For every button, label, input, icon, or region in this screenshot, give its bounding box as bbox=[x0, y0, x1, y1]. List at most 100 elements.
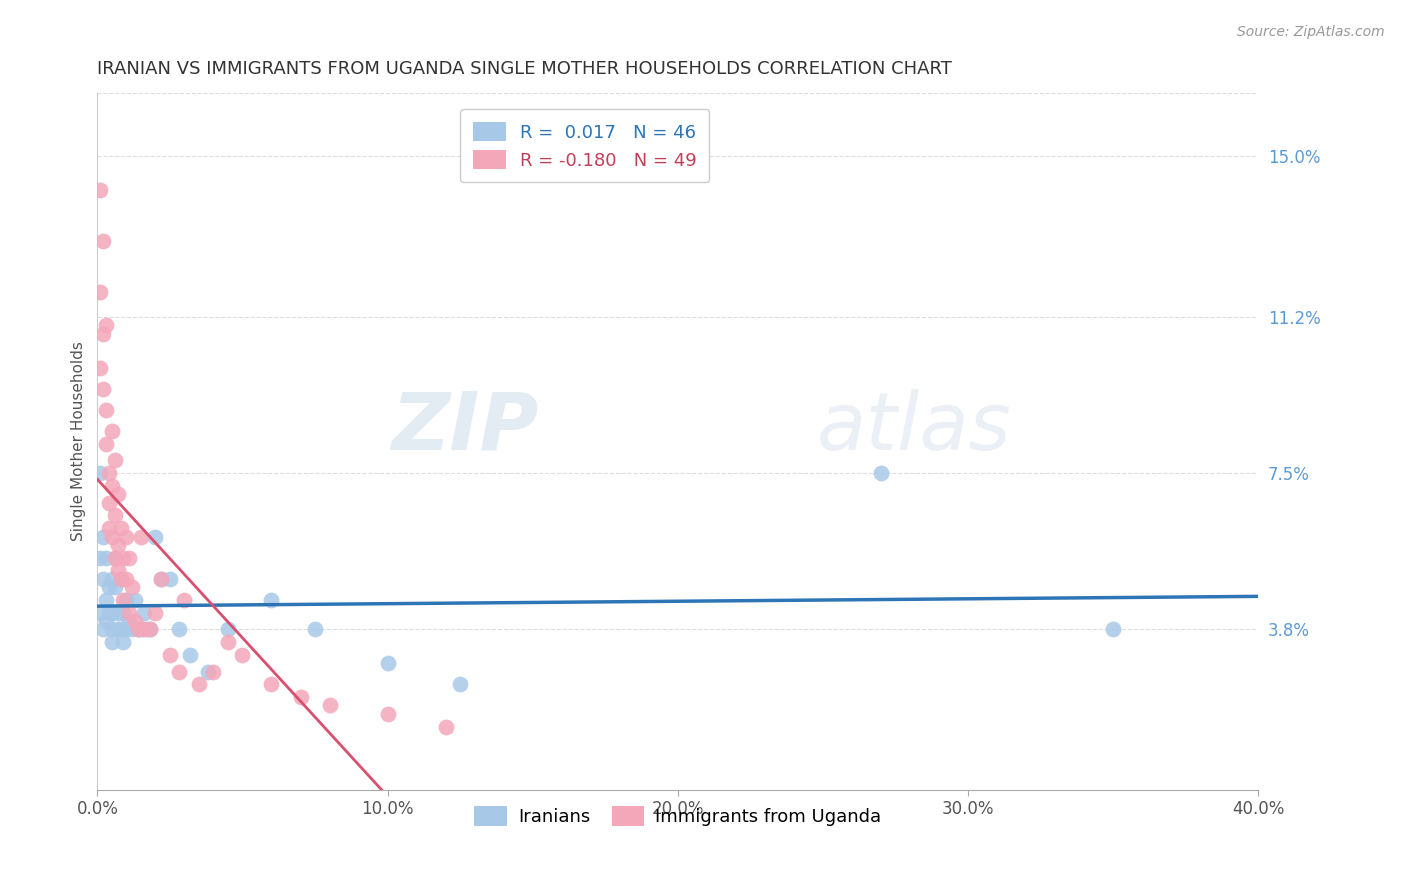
Point bbox=[89, 606, 111, 620]
Point bbox=[129, 623, 152, 637]
Point bbox=[104, 580, 127, 594]
Point bbox=[115, 623, 138, 637]
Point bbox=[94, 614, 117, 628]
Text: Source: ZipAtlas.com: Source: ZipAtlas.com bbox=[1237, 25, 1385, 39]
Point bbox=[101, 424, 124, 438]
Point bbox=[159, 648, 181, 662]
Point bbox=[124, 592, 146, 607]
Point bbox=[91, 234, 114, 248]
Point bbox=[118, 550, 141, 565]
Point bbox=[94, 402, 117, 417]
Text: ZIP: ZIP bbox=[391, 389, 538, 467]
Point bbox=[870, 466, 893, 480]
Point bbox=[107, 606, 129, 620]
Text: atlas: atlas bbox=[817, 389, 1012, 467]
Point bbox=[91, 572, 114, 586]
Point bbox=[260, 677, 283, 691]
Point bbox=[104, 508, 127, 523]
Point bbox=[91, 529, 114, 543]
Point bbox=[94, 592, 117, 607]
Point bbox=[260, 592, 283, 607]
Point bbox=[110, 623, 132, 637]
Point bbox=[97, 521, 120, 535]
Point bbox=[97, 606, 120, 620]
Point bbox=[101, 606, 124, 620]
Point bbox=[91, 326, 114, 341]
Point bbox=[173, 592, 195, 607]
Point bbox=[167, 665, 190, 679]
Point bbox=[145, 529, 167, 543]
Point bbox=[110, 572, 132, 586]
Point bbox=[127, 623, 149, 637]
Point bbox=[107, 623, 129, 637]
Point bbox=[150, 572, 173, 586]
Point bbox=[107, 563, 129, 577]
Point bbox=[129, 529, 152, 543]
Point bbox=[132, 606, 155, 620]
Point bbox=[121, 580, 143, 594]
Point bbox=[449, 677, 471, 691]
Point bbox=[104, 453, 127, 467]
Point bbox=[217, 623, 239, 637]
Point bbox=[202, 665, 225, 679]
Point bbox=[94, 318, 117, 333]
Point bbox=[187, 677, 209, 691]
Point bbox=[304, 623, 326, 637]
Point bbox=[115, 529, 138, 543]
Point bbox=[91, 623, 114, 637]
Point bbox=[377, 657, 399, 671]
Point bbox=[89, 285, 111, 299]
Point bbox=[112, 550, 135, 565]
Point bbox=[318, 698, 340, 713]
Point bbox=[145, 606, 167, 620]
Point bbox=[127, 623, 149, 637]
Point bbox=[89, 183, 111, 197]
Legend: Iranians, Immigrants from Uganda: Iranians, Immigrants from Uganda bbox=[467, 799, 889, 833]
Point bbox=[112, 606, 135, 620]
Point bbox=[118, 606, 141, 620]
Point bbox=[290, 690, 312, 704]
Point bbox=[138, 623, 160, 637]
Point bbox=[101, 635, 124, 649]
Y-axis label: Single Mother Households: Single Mother Households bbox=[72, 342, 86, 541]
Point bbox=[91, 382, 114, 396]
Point bbox=[112, 635, 135, 649]
Point bbox=[115, 592, 138, 607]
Point bbox=[89, 550, 111, 565]
Point bbox=[101, 479, 124, 493]
Point bbox=[121, 623, 143, 637]
Point bbox=[434, 720, 457, 734]
Point bbox=[1102, 623, 1125, 637]
Point bbox=[150, 572, 173, 586]
Point bbox=[132, 623, 155, 637]
Point bbox=[97, 496, 120, 510]
Point bbox=[101, 572, 124, 586]
Point bbox=[104, 550, 127, 565]
Point bbox=[124, 614, 146, 628]
Point bbox=[112, 592, 135, 607]
Point bbox=[110, 521, 132, 535]
Text: IRANIAN VS IMMIGRANTS FROM UGANDA SINGLE MOTHER HOUSEHOLDS CORRELATION CHART: IRANIAN VS IMMIGRANTS FROM UGANDA SINGLE… bbox=[97, 60, 952, 78]
Point bbox=[231, 648, 253, 662]
Point bbox=[94, 436, 117, 450]
Point bbox=[179, 648, 201, 662]
Point bbox=[135, 623, 157, 637]
Point bbox=[115, 572, 138, 586]
Point bbox=[101, 529, 124, 543]
Point bbox=[167, 623, 190, 637]
Point bbox=[159, 572, 181, 586]
Point bbox=[110, 572, 132, 586]
Point bbox=[97, 466, 120, 480]
Point bbox=[104, 550, 127, 565]
Point bbox=[197, 665, 219, 679]
Point bbox=[97, 580, 120, 594]
Point bbox=[377, 706, 399, 721]
Point bbox=[89, 466, 111, 480]
Point bbox=[94, 550, 117, 565]
Point bbox=[89, 360, 111, 375]
Point bbox=[217, 635, 239, 649]
Point bbox=[107, 487, 129, 501]
Point bbox=[118, 614, 141, 628]
Point bbox=[101, 623, 124, 637]
Point bbox=[107, 538, 129, 552]
